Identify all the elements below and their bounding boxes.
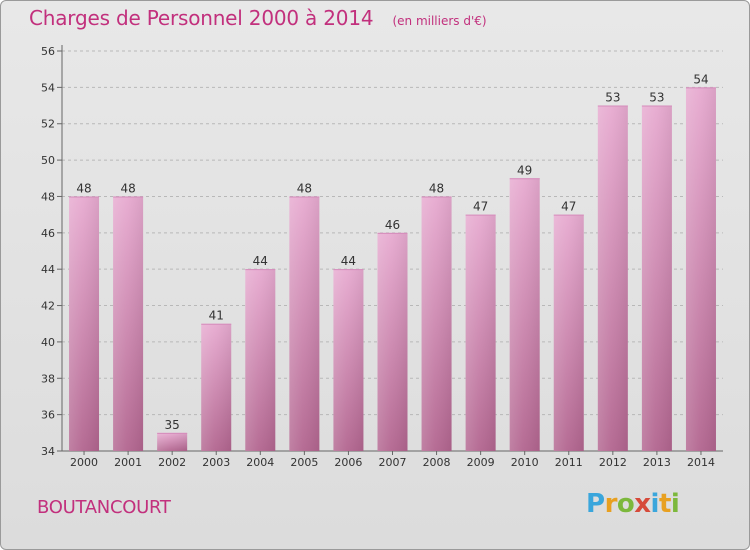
y-tick-label: 44: [41, 263, 55, 276]
x-tick-label: 2006: [334, 456, 362, 469]
y-tick-label: 38: [41, 372, 55, 385]
data-label: 46: [385, 218, 400, 232]
bar-shade: [157, 432, 188, 451]
data-label: 44: [341, 254, 356, 268]
y-tick-label: 46: [41, 227, 55, 240]
data-label: 53: [605, 91, 620, 105]
chart-header: Charges de Personnel 2000 à 2014 (en mil…: [29, 6, 487, 30]
y-tick-label: 36: [41, 409, 55, 422]
bar-shade: [509, 178, 540, 452]
x-tick-label: 2001: [114, 456, 142, 469]
bar-shade: [597, 105, 628, 451]
data-label: 53: [649, 91, 664, 105]
x-tick-label: 2000: [70, 456, 98, 469]
tick-labels: 34 36 38 40 42 44 46 48 50 52 54 56 2000 2001 2002 2003…: [41, 45, 715, 469]
bar-shade: [289, 196, 320, 451]
y-tick-label: 34: [41, 445, 55, 458]
bar-shade: [377, 232, 408, 451]
data-label: 44: [253, 254, 268, 268]
commune-name: BOUTANCOURT: [37, 497, 171, 518]
x-tick-label: 2002: [158, 456, 186, 469]
x-tick-label: 2012: [599, 456, 627, 469]
y-tick-label: 52: [41, 118, 55, 131]
x-tick-label: 2003: [202, 456, 230, 469]
chart-title: Charges de Personnel 2000 à 2014: [29, 6, 374, 30]
data-label: 49: [517, 163, 532, 177]
x-tick-label: 2010: [511, 456, 539, 469]
y-tick-label: 48: [41, 190, 55, 203]
data-label: 47: [473, 200, 488, 214]
bar-shade: [245, 269, 276, 451]
data-labels: 48 48 35 41 44 48 44 46 48 47 49 47 53 53 54: [76, 72, 708, 431]
bar-shade: [333, 269, 364, 451]
data-label: 48: [120, 181, 135, 195]
data-label: 48: [76, 181, 91, 195]
bar-shade: [421, 196, 452, 451]
bar-shade: [641, 105, 672, 451]
y-tick-label: 56: [41, 45, 55, 58]
chart-unit: (en milliers d'€): [392, 14, 487, 28]
x-tick-label: 2008: [423, 456, 451, 469]
data-label: 54: [693, 72, 708, 86]
x-tick-label: 2007: [379, 456, 407, 469]
bar-shade: [201, 323, 232, 451]
data-label: 35: [165, 418, 180, 432]
data-label: 47: [561, 200, 576, 214]
x-tick-label: 2011: [555, 456, 583, 469]
y-tick-label: 54: [41, 81, 55, 94]
bars: [69, 87, 716, 452]
data-label: 41: [209, 309, 224, 323]
bar-shade: [465, 214, 496, 451]
x-tick-label: 2005: [290, 456, 318, 469]
data-label: 48: [429, 181, 444, 195]
x-tick-label: 2013: [643, 456, 671, 469]
y-tick-label: 40: [41, 336, 55, 349]
x-tick-label: 2004: [246, 456, 274, 469]
x-tick-label: 2009: [467, 456, 495, 469]
bar-shade: [69, 196, 100, 451]
y-tick-label: 50: [41, 154, 55, 167]
bar-shade: [113, 196, 144, 451]
bar-shade: [553, 214, 584, 451]
y-tick-label: 42: [41, 300, 55, 313]
x-tick-label: 2014: [687, 456, 715, 469]
proxiti-logo: Proxiti: [586, 489, 680, 519]
bar-shade: [685, 87, 716, 451]
data-label: 48: [297, 181, 312, 195]
